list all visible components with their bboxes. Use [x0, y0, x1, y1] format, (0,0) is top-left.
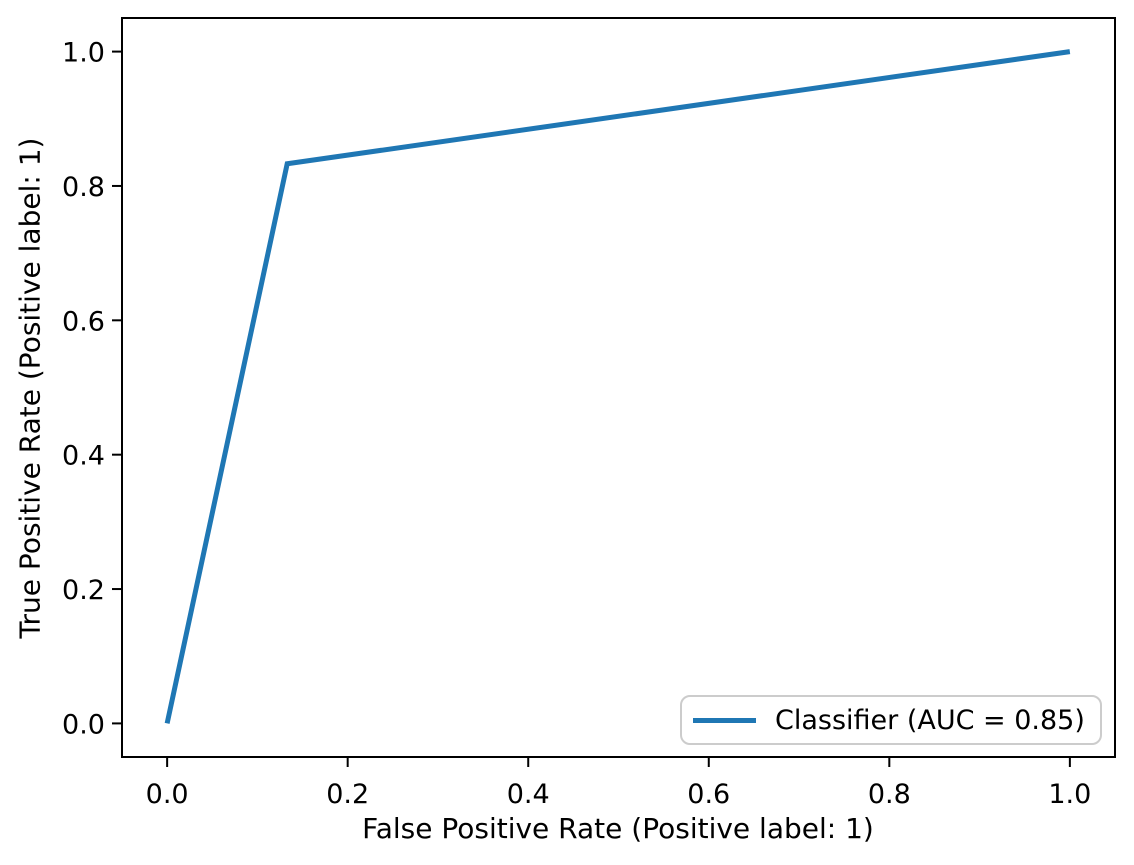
- y-axis-label: True Positive Rate (Positive label: 1): [13, 137, 47, 639]
- y-tick-label: 1.0: [62, 38, 105, 69]
- legend-line-sample: [693, 717, 756, 723]
- y-tick-label: 0.0: [62, 709, 105, 740]
- x-tick-label: 0.2: [326, 779, 369, 810]
- plot-border: [121, 17, 1116, 758]
- x-tick-label: 0.4: [507, 779, 550, 810]
- x-tick-label: 0.8: [868, 779, 911, 810]
- legend-label: Classifier (AUC = 0.85): [775, 704, 1085, 736]
- y-tick-label: 0.6: [62, 306, 105, 337]
- y-tick-label: 0.2: [62, 575, 105, 606]
- roc-curve-line: [164, 49, 1071, 724]
- y-tick-label: 0.8: [62, 172, 105, 203]
- x-tick-label: 0.0: [146, 779, 189, 810]
- x-tick-label: 0.6: [687, 779, 730, 810]
- legend: Classifier (AUC = 0.85): [680, 695, 1102, 745]
- x-tick-label: 1.0: [1048, 779, 1091, 810]
- y-tick-label: 0.4: [62, 441, 105, 472]
- x-axis-label: False Positive Rate (Positive label: 1): [362, 812, 874, 845]
